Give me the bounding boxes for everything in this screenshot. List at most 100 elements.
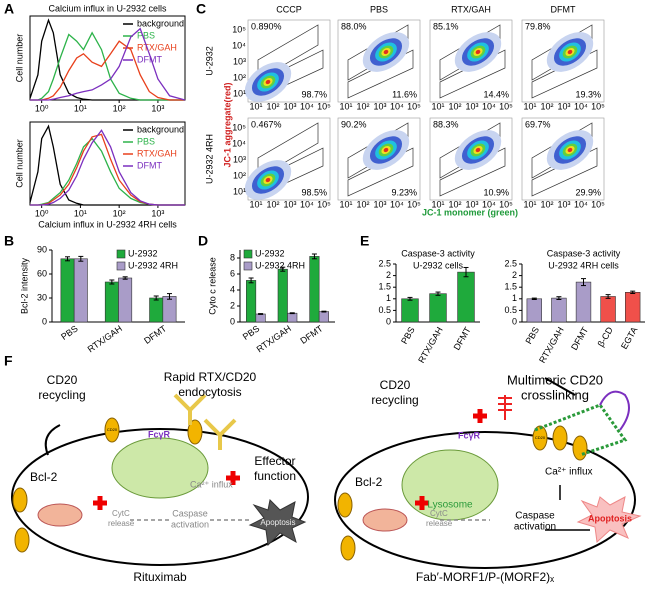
bar [162,296,177,323]
label: Apoptosis [260,518,295,527]
x-tick-label: 10⁴ [300,101,314,111]
x-tick-label: 10³ [465,101,478,111]
x-tick-label: 10⁰ [35,208,49,218]
density [475,49,481,55]
line-series [29,124,185,206]
gate-percent: 98.5% [301,187,327,197]
x-tick-label: 10⁴ [574,101,588,111]
y-axis-label: JC-1 aggregate(red) [222,82,232,167]
y-tick-label: 1.5 [504,282,517,292]
row-title: U-2932 [204,46,214,76]
x-tick-label: RTX/GAH [255,323,293,354]
gate-percent: 11.6% [392,89,417,99]
x-tick-label: 10¹ [74,208,87,218]
x-tick-label: 10¹ [523,101,536,111]
label: recycling [38,388,85,402]
legend-label: U-2932 [128,248,158,258]
y-tick-label: 30 [37,292,47,302]
x-tick-label: 10⁵ [591,199,605,209]
y-tick-label: 2 [386,270,391,280]
density [265,79,271,85]
gate-percent: 69.7% [525,119,551,129]
label: CD20 [107,427,118,432]
legend-label: U-2932 4RH [255,260,305,270]
x-tick-label: 10² [356,199,369,209]
cd20 [12,487,28,513]
line-series [30,31,185,101]
label: Ca²⁺ influx [545,467,593,478]
density [475,147,481,153]
label: Caspase [515,511,555,522]
y-tick-label: 10³ [233,154,246,164]
panel-label: E [360,233,369,249]
legend-swatch [116,261,126,271]
label: crosslinking [521,387,589,402]
y-axis-label: Cell number [14,34,24,83]
bar [625,292,641,323]
chart-subtitle: U-2932 cells [413,260,464,270]
column-title: DFMT [551,4,576,14]
x-tick-label: PBS [523,325,541,346]
gate-percent: 88.0% [341,21,367,31]
panel-label: D [198,233,208,249]
cd20 [104,417,120,443]
y-tick-label: 2 [230,300,235,310]
bar [277,268,288,323]
row-title: U-2932 4RH [204,134,214,184]
label: function [254,469,296,483]
bar [309,256,320,323]
x-tick-label: DFMT [569,325,590,352]
y-tick-label: 10⁵ [232,122,246,132]
bar [118,277,133,323]
density [383,147,389,153]
cd20 [572,435,588,461]
label: CytC [430,509,448,518]
cd20 [552,425,568,451]
bar [287,312,298,323]
cd20 [14,527,30,553]
label: CD20 [380,378,411,392]
x-tick-label: 10¹ [431,199,444,209]
y-tick-label: 10¹ [233,186,246,196]
arrow [44,424,61,456]
x-tick-label: 10³ [283,101,296,111]
gate-percent: 10.9% [483,187,509,197]
y-tick-label: 0.5 [504,305,517,315]
bar [60,258,75,323]
label: CD20 [535,435,546,440]
x-tick-label: 10⁵ [317,101,331,111]
y-tick-label: 0 [386,316,391,326]
bar [600,296,616,323]
legend-swatch [243,261,253,271]
bar [429,293,447,323]
label: endocytosis [178,385,241,399]
x-tick-label: 10¹ [249,101,262,111]
panel-label: B [4,233,14,249]
x-tick-label: 10³ [373,199,386,209]
x-tick-label: 10³ [283,199,296,209]
y-tick-label: 10⁴ [232,138,246,148]
label: Lysosome [427,500,473,511]
diagram-left: CD20 recycling Rapid RTX/CD20 endocytosi… [11,370,309,584]
y-tick-label: 10² [233,72,246,82]
x-tick-label: β-CD [596,325,615,349]
bar [318,311,329,323]
chart-title: Caspase-3 activity [401,248,475,258]
bar [149,297,164,323]
y-tick-label: 90 [37,244,47,254]
y-tick-label: 6 [230,268,235,278]
y-tick-label: 0 [42,316,47,326]
y-tick-label: 0 [230,316,235,326]
gate [257,24,319,81]
gate [439,49,506,99]
gate [347,49,414,99]
chart-title: Caspase-3 activity [547,248,621,258]
y-tick-label: 1.5 [378,282,391,292]
cd20 [532,425,548,451]
x-tick-label: DFMT [452,325,473,352]
density [383,49,389,55]
x-tick-label: 10² [540,199,553,209]
x-tick-label: RTX/GAH [537,325,566,365]
label: recycling [371,393,418,407]
gate-percent: 90.2% [341,119,367,129]
